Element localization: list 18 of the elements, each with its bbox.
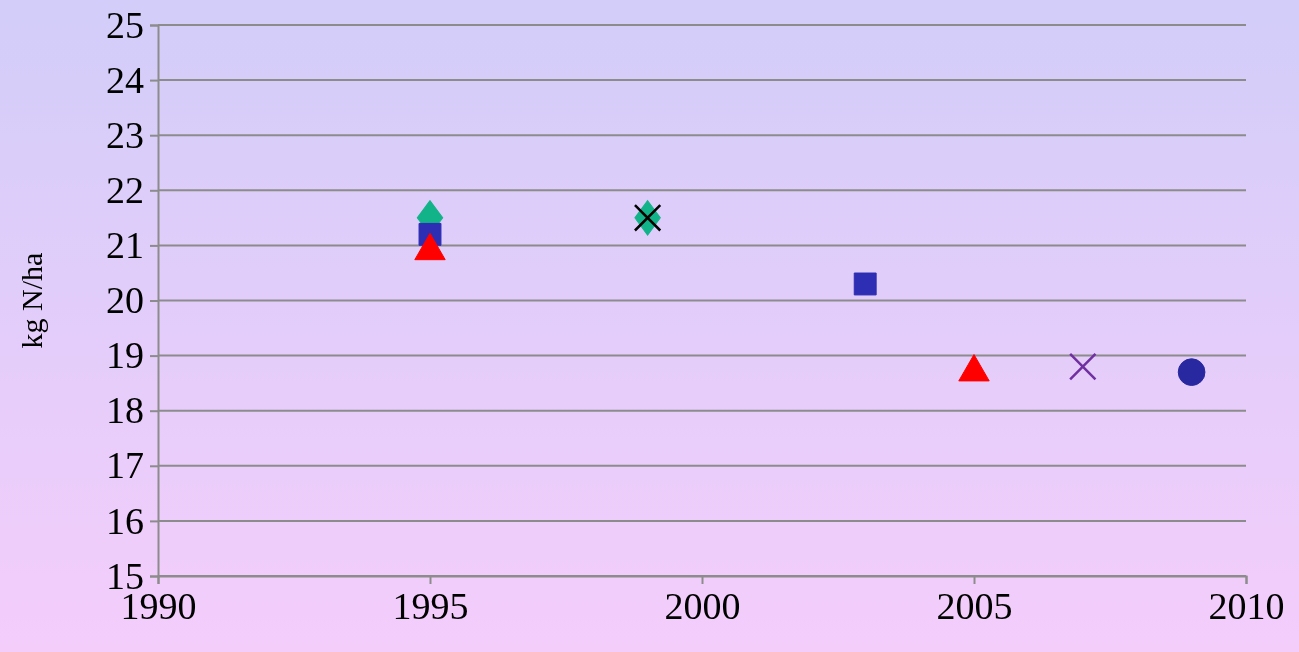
x-tick-label: 2010 — [1208, 584, 1285, 627]
y-tick-label: 23 — [106, 113, 144, 156]
y-tick-label: 19 — [106, 334, 144, 377]
point — [1177, 358, 1206, 386]
x-tick-label: 2005 — [936, 584, 1013, 627]
x-tick-label: 2000 — [664, 584, 741, 627]
y-tick-label: 17 — [106, 444, 144, 487]
y-tick-label: 21 — [106, 224, 144, 267]
y-axis-title: kg N/ha — [15, 252, 48, 349]
y-tick-label: 16 — [106, 499, 144, 542]
y-tick-label: 20 — [106, 279, 144, 322]
y-tick-label: 18 — [106, 389, 144, 432]
y-tick-label: 25 — [106, 3, 144, 46]
y-tick-label: 24 — [106, 58, 144, 101]
point — [853, 272, 877, 296]
point — [1068, 352, 1097, 381]
x-tick-label: 1995 — [392, 584, 469, 627]
y-tick-label: 22 — [106, 168, 144, 211]
